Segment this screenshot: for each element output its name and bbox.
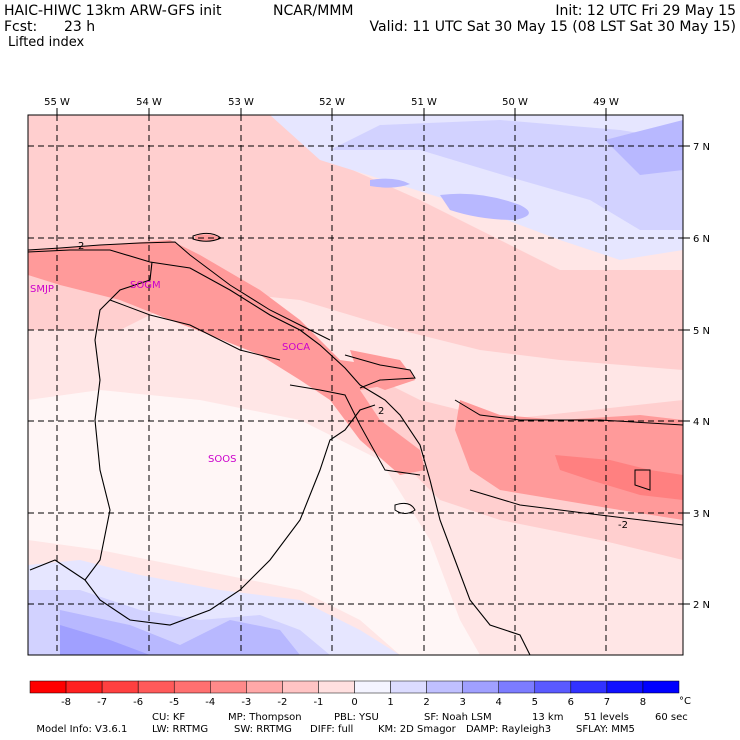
lat-label-5n: 5 N	[693, 326, 710, 337]
colorbar-cell	[606, 680, 644, 694]
lat-label-7n: 7 N	[693, 142, 710, 153]
forecast-hours: 23 h	[64, 19, 96, 35]
model-info-levels: 51 levels	[584, 712, 629, 723]
colorbar-tick-label: -5	[169, 697, 179, 708]
colorbar-tick-label: -1	[313, 697, 323, 708]
colorbar-tick-label: 5	[532, 697, 538, 708]
contour-lines	[28, 232, 683, 526]
colorbar-tick-label: 7	[604, 697, 610, 708]
colorbar-cell	[642, 680, 680, 694]
lat-lon-grid	[28, 115, 683, 655]
colorbar-tick-label: -6	[133, 697, 143, 708]
valid-time: Valid: 11 UTC Sat 30 May 15 (08 LST Sat …	[369, 19, 736, 35]
colorbar-cell	[101, 680, 139, 694]
lon-label-52w: 52 W	[319, 97, 345, 108]
model-info-timestep: 60 sec	[655, 712, 688, 723]
contour-label: 2	[378, 406, 384, 417]
colorbar-tick-label: -3	[241, 697, 251, 708]
colorbar-cells	[29, 680, 680, 694]
model-info-sflay: SFLAY: MM5	[576, 724, 635, 735]
station-sogm: SOGM	[130, 280, 161, 291]
lon-label-51w: 51 W	[411, 97, 437, 108]
lon-label-55w: 55 W	[44, 97, 70, 108]
colorbar-tick-label: 6	[568, 697, 574, 708]
colorbar-cell	[534, 680, 572, 694]
model-info-sf: SF: Noah LSM	[424, 712, 492, 723]
colorbar-cell	[282, 680, 319, 694]
coastline-borders	[28, 249, 531, 655]
colorbar-unit: °C	[679, 696, 691, 707]
colorbar-tick-label: 2	[423, 697, 429, 708]
colorbar-cell	[65, 680, 103, 694]
lat-label-2n: 2 N	[693, 600, 710, 611]
colorbar-cell	[570, 680, 608, 694]
org-label: NCAR/MMM	[273, 3, 354, 19]
colorbar-tick-label: 4	[496, 697, 502, 708]
contour-label: -2	[618, 520, 628, 531]
model-info-mp: MP: Thompson	[228, 712, 302, 723]
model-info-damp: DAMP: Rayleigh3	[466, 724, 552, 735]
colorbar-cell	[426, 680, 463, 694]
station-soca: SOCA	[282, 342, 310, 353]
lat-label-3n: 3 N	[693, 509, 710, 520]
colorbar-tick-label: 3	[459, 697, 465, 708]
model-info-version: Model Info: V3.6.1	[36, 724, 128, 735]
lat-ticks	[683, 145, 690, 605]
lat-label-4n: 4 N	[693, 417, 710, 428]
colorbar-cell	[29, 680, 67, 694]
colorbar-cell	[318, 680, 355, 694]
model-info-diff: DIFF: full	[310, 724, 354, 735]
colorbar-tick-label: -8	[61, 697, 71, 708]
colorbar-cell	[462, 680, 499, 694]
model-info-cu: CU: KF	[152, 712, 186, 723]
forecast-label: Fcst:	[4, 19, 38, 35]
contour-label: 2	[78, 241, 84, 252]
colorbar-cell	[498, 680, 536, 694]
colorbar-tick-label: 0	[351, 697, 357, 708]
colorbar-cell	[137, 680, 175, 694]
colorbar-cell	[246, 680, 283, 694]
field-name: Lifted index	[8, 35, 85, 50]
station-smjp: SMJP	[30, 284, 54, 295]
model-info-resolution: 13 km	[532, 712, 564, 723]
map-frame	[27, 114, 684, 656]
model-info-sw: SW: RRTMG	[234, 724, 292, 735]
colorbar-cell	[210, 680, 247, 694]
lifted-index-shading	[28, 115, 683, 655]
lon-label-49w: 49 W	[593, 97, 619, 108]
station-soos: SOOS	[208, 454, 236, 465]
lat-label-6n: 6 N	[693, 234, 710, 245]
colorbar-cell	[390, 680, 427, 694]
colorbar-tick-label: -2	[277, 697, 287, 708]
lon-label-53w: 53 W	[228, 97, 254, 108]
colorbar-tick-label: -4	[205, 697, 215, 708]
model-title: HAIC-HIWC 13km ARW-GFS init	[4, 3, 222, 19]
model-info-km: KM: 2D Smagor	[378, 724, 456, 735]
model-info-pbl: PBL: YSU	[334, 712, 379, 723]
colorbar-cell	[173, 680, 211, 694]
lon-ticks	[56, 108, 607, 115]
init-time: Init: 12 UTC Fri 29 May 15	[555, 3, 736, 19]
colorbar-tick-label: -7	[97, 697, 107, 708]
lon-label-50w: 50 W	[502, 97, 528, 108]
colorbar-tick-labels: -8 -7 -6 -5 -4 -3 -2 -1 0 1 2 3 4 5 6 7 8	[61, 697, 646, 708]
colorbar-tick-label: 1	[387, 697, 393, 708]
colorbar-tick-label: 8	[640, 697, 646, 708]
model-info-lw: LW: RRTMG	[152, 724, 209, 735]
colorbar-cell	[354, 680, 391, 694]
model-info-line1: Model Info: V3.6.1	[30, 712, 127, 736]
lon-label-54w: 54 W	[136, 97, 162, 108]
